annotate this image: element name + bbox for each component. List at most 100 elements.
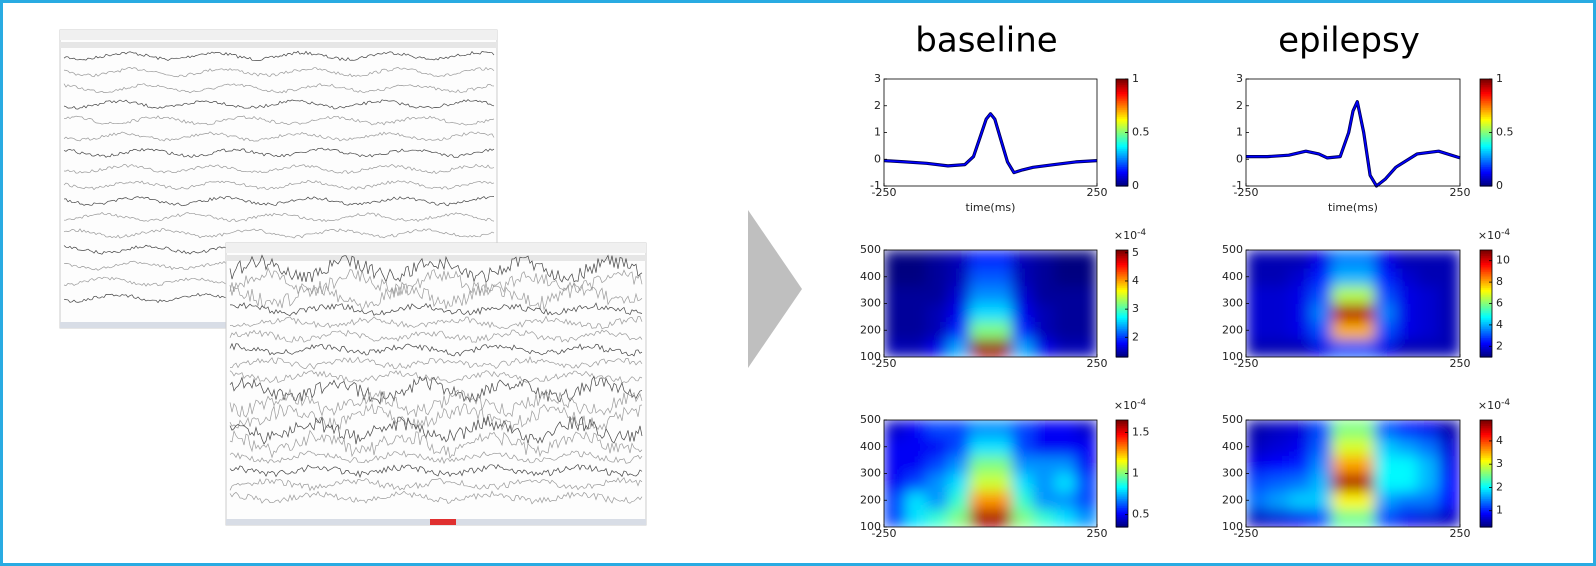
colorbar-swatch (1480, 255, 1492, 258)
colorbar-swatch (1480, 503, 1492, 507)
colorbar-swatch (1116, 150, 1128, 153)
heatmap-cell (1310, 509, 1333, 527)
heatmap-cell (1310, 321, 1333, 340)
colorbar-swatch (1480, 273, 1492, 276)
multiplier-base: ×10 (1114, 399, 1137, 412)
colorbar-swatch (1116, 299, 1128, 303)
colorbar-swatch (1116, 427, 1128, 430)
colorbar-swatch (1480, 491, 1492, 494)
eeg-trace (229, 342, 643, 357)
colorbar-tick-label: 0 (1132, 179, 1139, 192)
heatmap-cell (947, 339, 970, 357)
colorbar-tick-label: 1 (1132, 72, 1139, 85)
colorbar-swatch (1480, 521, 1492, 525)
heatmap-cell (1417, 339, 1440, 357)
colorbar-swatch (1480, 452, 1492, 455)
eeg-trace (229, 415, 643, 445)
heatmap-cell (1438, 250, 1460, 269)
heatmap-cell (1075, 321, 1097, 340)
heatmap-cell (926, 267, 949, 287)
colorbar-swatch (1116, 459, 1128, 462)
window-titlebar (60, 30, 497, 40)
colorbar-swatch (1116, 489, 1128, 492)
colorbar-swatch (1480, 348, 1492, 351)
window-toolbar (226, 255, 646, 261)
heatmap-cell (969, 473, 991, 492)
colorbar-swatch (1480, 496, 1492, 500)
window (225, 242, 647, 526)
colorbar-swatch (1116, 328, 1128, 331)
heatmap-cell (1374, 473, 1397, 492)
colorbar-swatch (1116, 344, 1128, 347)
heatmap-cell (990, 420, 1013, 439)
colorbar-swatch (1116, 289, 1128, 292)
colorbar-swatch (1116, 439, 1128, 442)
colorbar-swatch (1480, 420, 1492, 423)
colorbar-tick-label: 1 (1496, 72, 1503, 85)
heatmap-cell (947, 420, 970, 439)
heatmap-cell (1310, 250, 1333, 269)
colorbar-swatch (1480, 315, 1492, 319)
heatmap-cell (1011, 250, 1034, 269)
colorbar-swatch (1480, 141, 1492, 144)
colorbar-swatch (1480, 459, 1492, 462)
heatmap-cell (1353, 509, 1375, 527)
heatmap-cell (969, 420, 991, 439)
eeg-trace (63, 212, 495, 223)
colorbar-swatch (1116, 84, 1128, 87)
y-tick-label: 2 (1236, 99, 1243, 112)
y-tick-label: 300 (1222, 467, 1243, 480)
heatmap-cell (947, 491, 970, 510)
colorbar-swatch (1480, 480, 1492, 484)
heatmap-cell (1417, 437, 1440, 457)
colorbar-tick-label: 0.5 (1496, 126, 1514, 139)
colorbar-swatch (1116, 125, 1128, 128)
colorbar-swatch (1480, 87, 1492, 91)
charts: baseline-250 250-10123time(ms)00.51epilep… (860, 21, 1514, 541)
colorbar-swatch (1480, 303, 1492, 306)
multiplier-exponent: -4 (1501, 398, 1510, 408)
colorbar-swatch (1480, 328, 1492, 331)
heatmap-cell (1288, 509, 1311, 527)
colorbar-swatch (1480, 109, 1492, 112)
heatmap-cell (1011, 420, 1034, 439)
heatmap-cell (1246, 455, 1268, 474)
heatmap-cell (905, 473, 928, 492)
y-tick-label: -1 (870, 179, 881, 192)
heatmap-cell (969, 285, 991, 304)
colorbar-swatch (1116, 514, 1128, 517)
colorbar-swatch (1480, 332, 1492, 335)
colorbar-swatch (1116, 421, 1128, 425)
colorbar-swatch (1480, 432, 1492, 435)
eeg-trace (229, 375, 643, 405)
heatmap-cell (926, 455, 949, 474)
eeg-trace (63, 66, 495, 78)
heatmap-cell (990, 250, 1013, 269)
heatmap-cell (1331, 321, 1354, 340)
colorbar-swatch (1480, 448, 1492, 451)
colorbar-swatch (1480, 123, 1492, 126)
colorbar-swatch (1116, 178, 1128, 182)
colorbar-swatch (1480, 344, 1492, 347)
heatmap-cell (1395, 285, 1418, 304)
y-tick-label: 200 (1222, 323, 1243, 336)
heatmap-cell (1395, 455, 1418, 474)
colorbar-swatch (1480, 355, 1492, 358)
heatmap-cell (1395, 250, 1418, 269)
heatmap-cell (1310, 339, 1333, 357)
heatmap-cell (1374, 250, 1397, 269)
heatmap-cell (1267, 473, 1290, 492)
heatmap-cell (1310, 267, 1333, 287)
colorbar-swatch (1116, 493, 1128, 496)
colorbar-swatch (1116, 494, 1128, 498)
colorbar-swatch (1116, 444, 1128, 448)
colorbar-swatch (1480, 473, 1492, 476)
chart: baseline -250 250 -1 0 1 2 3 time(ms) 0 0.5 1 (870, 21, 1149, 215)
colorbar-swatch (1480, 487, 1492, 491)
heatmap-cell (926, 285, 949, 304)
x-tick-label: -250 (1234, 527, 1259, 540)
eeg-trace (229, 282, 643, 312)
colorbar-tick-label: 10 (1496, 254, 1510, 267)
colorbar-swatch (1480, 111, 1492, 114)
